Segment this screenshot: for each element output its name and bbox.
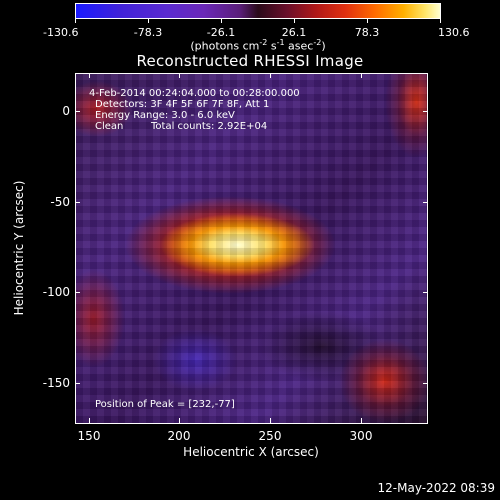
x-axis-tick <box>361 418 362 423</box>
y-axis-title: Heliocentric Y (arcsec) <box>12 180 26 316</box>
colorbar-tick <box>221 19 222 23</box>
colorbar-units: (photons cm-2 s-1 asec-2) <box>190 38 325 53</box>
annotation-algorithm: Clean <box>95 121 124 132</box>
colorbar-tick-label: -130.6 <box>43 26 79 39</box>
colorbar-units-exponent: -2 <box>259 38 268 47</box>
colorbar-units-text: asec <box>284 39 314 53</box>
y-axis-tick <box>423 383 428 384</box>
colorbar-tick <box>440 19 441 23</box>
y-axis-tick <box>75 292 80 293</box>
y-axis-tick <box>423 111 428 112</box>
annotation-detectors: Detectors: 3F 4F 5F 6F 7F 8F, Att 1 <box>95 99 270 110</box>
y-axis-tick <box>75 383 80 384</box>
x-axis-tick <box>361 73 362 78</box>
colorbar-tick-label: 78.3 <box>354 26 380 39</box>
plot-title: Reconstructed RHESSI Image <box>136 52 364 70</box>
colorbar <box>75 3 441 19</box>
colorbar-tick-label: 130.6 <box>438 26 470 39</box>
annotation-counts: Total counts: 2.92E+04 <box>151 121 268 132</box>
colorbar-units-text: ) <box>321 39 326 53</box>
x-axis-tick-label: 150 <box>77 429 101 443</box>
y-axis-tick-label: -50 <box>50 195 70 209</box>
colorbar-units-text: s <box>267 39 277 53</box>
render-timestamp: 12-May-2022 08:39 <box>377 481 495 495</box>
y-axis-tick-label: 0 <box>62 104 70 118</box>
x-axis-tick <box>89 73 90 78</box>
y-axis-tick <box>75 202 80 203</box>
colorbar-tick-label: 26.1 <box>281 26 307 39</box>
colorbar-tick-label: -78.3 <box>133 26 163 39</box>
annotation-energy: Energy Range: 3.0 - 6.0 keV <box>95 110 235 121</box>
x-axis-tick-label: 200 <box>167 429 191 443</box>
colorbar-tick <box>367 19 368 23</box>
colorbar-tick-label: -26.1 <box>206 26 236 39</box>
colorbar-tick <box>294 19 295 23</box>
x-axis-tick <box>270 418 271 423</box>
x-axis-tick-label: 300 <box>349 429 373 443</box>
x-axis-tick-label: 250 <box>258 429 282 443</box>
x-axis-tick <box>179 73 180 78</box>
image-plot: 4-Feb-2014 00:24:04.000 to 00:28:00.000 … <box>75 73 428 424</box>
y-axis-tick-label: -100 <box>42 285 70 299</box>
y-axis-tick-label: -150 <box>42 376 70 390</box>
y-axis-tick <box>423 292 428 293</box>
annotation-time-range: 4-Feb-2014 00:24:04.000 to 00:28:00.000 <box>89 88 300 99</box>
colorbar-tick <box>75 19 76 23</box>
rhessi-image <box>76 74 427 423</box>
colorbar-units-text: (photons cm <box>190 39 260 53</box>
x-axis-tick <box>89 418 90 423</box>
colorbar-units-exponent: -2 <box>313 38 322 47</box>
y-axis-tick <box>75 111 80 112</box>
x-axis-tick <box>179 418 180 423</box>
colorbar-tick <box>148 19 149 23</box>
colorbar-units-exponent: -1 <box>276 38 285 47</box>
x-axis-tick <box>270 73 271 78</box>
colorbar-gradient <box>76 4 440 18</box>
y-axis-tick <box>423 202 428 203</box>
annotation-peak: Position of Peak = [232,-77] <box>95 399 235 410</box>
x-axis-title: Heliocentric X (arcsec) <box>183 445 319 459</box>
